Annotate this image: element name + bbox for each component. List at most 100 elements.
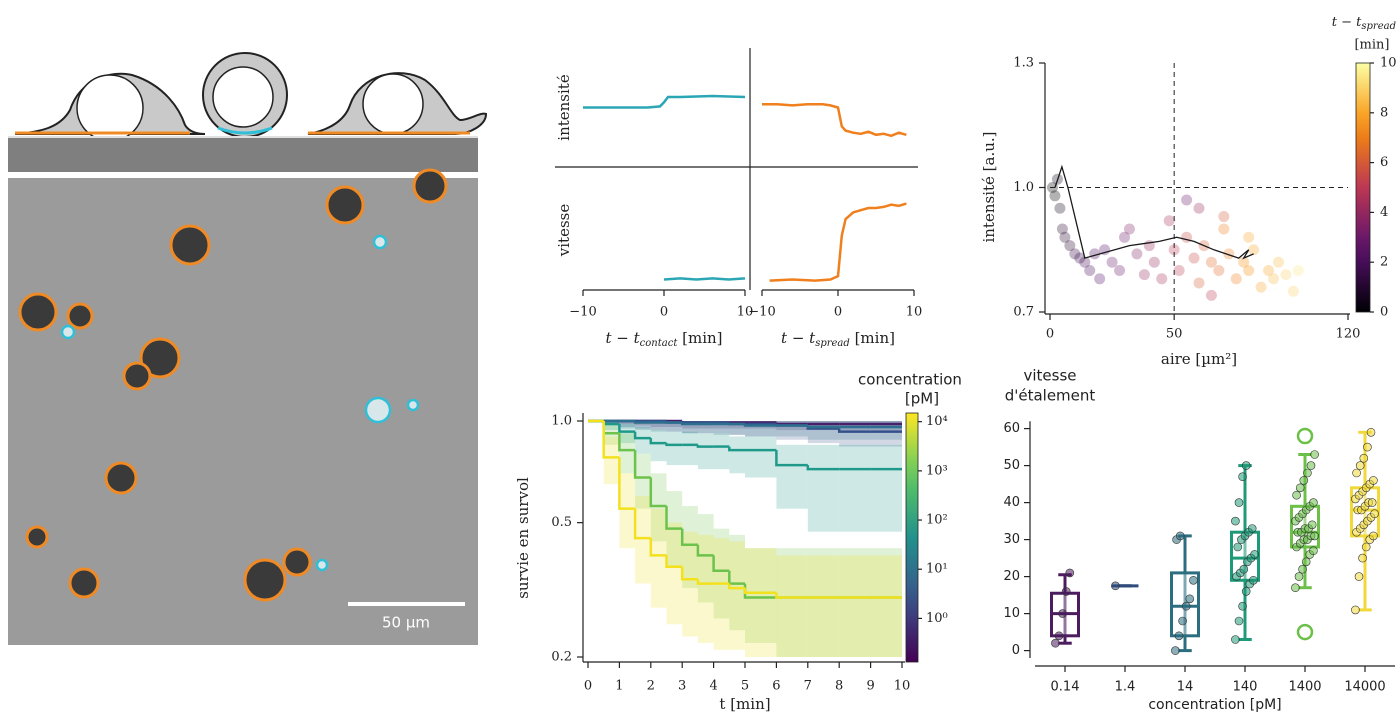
survival-step (633, 450, 651, 479)
data-point (1309, 498, 1318, 507)
micrograph-background (8, 178, 478, 645)
survival-step (602, 421, 620, 459)
colorbar-tick-label: 10¹ (926, 562, 948, 577)
scatter-point (1223, 248, 1235, 260)
y-axis-label: intensité (555, 74, 573, 141)
axis-label: t − tspread [min] (781, 329, 895, 349)
scatter-point (1069, 248, 1081, 260)
data-point (1171, 646, 1180, 655)
survival-step (665, 555, 683, 569)
confidence-band (619, 421, 636, 429)
colorbar (905, 412, 919, 663)
schematic (8, 52, 488, 172)
label-sub: spread (815, 338, 850, 349)
scatter-point (1205, 256, 1217, 268)
scatter-point (1084, 265, 1096, 276)
x-tick-label: 1.4 (1115, 680, 1136, 695)
scatter-point (1056, 223, 1068, 235)
confidence-band (650, 421, 667, 427)
scatter-point (1049, 190, 1061, 202)
scatter-point (1188, 252, 1200, 264)
data-point (1111, 581, 1120, 591)
data-point (1307, 520, 1317, 530)
colorbar-tick-label: 10³ (926, 463, 948, 478)
colorbar-label: [pM] (905, 390, 939, 408)
cell (243, 558, 287, 602)
cell (68, 567, 100, 599)
confidence-band (650, 421, 667, 431)
data-point (1291, 583, 1300, 593)
axis-label: t − tcontact [min] (606, 329, 723, 349)
box (1170, 571, 1200, 638)
x-tick-label: 10 (906, 305, 923, 320)
confidence-band (745, 548, 777, 657)
data-point (1359, 453, 1369, 463)
scatter-point (1268, 273, 1279, 285)
y-tick-label: 1.3 (1013, 56, 1034, 71)
scatter-point (1181, 194, 1193, 206)
y-axis-label: survie en survol (514, 477, 532, 599)
scatter-point (1263, 265, 1275, 276)
mean-trace (769, 202, 907, 282)
data-point (1249, 575, 1258, 585)
data-point (1352, 468, 1361, 478)
scatter-point (1099, 244, 1111, 256)
x-tick-label: 0.14 (1051, 680, 1080, 695)
colorbar-tick-label: 4 (1380, 205, 1388, 220)
x-tick-label: 3 (678, 679, 686, 694)
confidence-band (839, 548, 871, 657)
colorbar-label: concentration (858, 371, 962, 389)
box-chart: 0 10 20 30 40 50 60 vitesse d'étalement concentra… (1003, 367, 1395, 713)
beads (60, 234, 420, 572)
scatter-point (1193, 202, 1205, 214)
bead (362, 73, 424, 135)
outlier (1296, 427, 1314, 445)
data-point (1241, 461, 1251, 470)
confidence-band (666, 421, 683, 427)
bead (406, 398, 420, 412)
y-tick-label: 0.5 (551, 515, 572, 530)
confidence-band (745, 436, 777, 478)
survival-step (775, 450, 808, 467)
x-tick-label: 0 (1046, 327, 1054, 342)
confidence-band (619, 433, 636, 474)
scatter-point (1059, 231, 1071, 243)
x-tick-label: 9 (866, 679, 874, 694)
data-point (1250, 550, 1259, 559)
survival-step (633, 508, 651, 540)
x-tick-label: 0 (834, 305, 842, 320)
data-point (1178, 616, 1187, 626)
data-point (1354, 572, 1364, 581)
survival-step (680, 566, 698, 581)
survival-step (696, 544, 714, 557)
confidence-band (666, 421, 683, 432)
data-point (1370, 509, 1379, 519)
label-unit: [min] (850, 329, 895, 347)
y-tick-label: 0 (1012, 643, 1020, 658)
colorbar-tick-label: 10² (926, 513, 948, 528)
scatter-point (1243, 265, 1255, 276)
colorbar-tick-label: 8 (1380, 105, 1388, 120)
confidence-band (870, 444, 902, 532)
label-sub: contact (640, 338, 679, 349)
survival-step (649, 438, 667, 445)
confidence-band (682, 531, 698, 637)
data-point (1358, 553, 1367, 563)
scatter-point (1123, 223, 1135, 235)
data-point (1351, 605, 1360, 615)
cell (169, 224, 211, 266)
confidence-band (666, 421, 683, 432)
scatter-point (1163, 215, 1175, 227)
confidence-band (650, 421, 667, 432)
x-tick-label: 4 (709, 679, 717, 694)
survival-step (618, 423, 636, 433)
cell (122, 361, 152, 391)
confidence-band (729, 541, 745, 650)
confidence-band (807, 421, 840, 440)
y-tick-label: 10 (1003, 606, 1020, 621)
data-point (1363, 442, 1372, 452)
confidence-band (745, 548, 777, 644)
x-tick-label: 140 (1233, 680, 1258, 695)
x-tick-label: 0 (584, 679, 592, 694)
